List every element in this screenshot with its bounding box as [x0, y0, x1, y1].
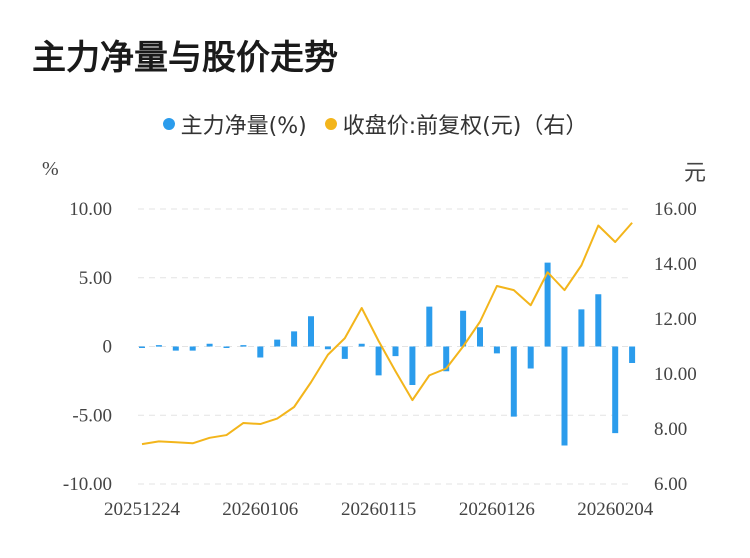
x-tick-label: 20260126: [459, 499, 535, 520]
right-tick-label: 14.00: [654, 254, 697, 275]
right-tick-label: 12.00: [654, 309, 697, 330]
left-tick-label: 0: [103, 337, 113, 358]
close-price-line: [141, 222, 633, 446]
bar: [595, 294, 602, 347]
left-tick-label: 10.00: [69, 199, 112, 220]
bar: [375, 346, 382, 376]
bar: [206, 343, 213, 347]
legend: 主力净量(%) 收盘价:前复权(元)（右）: [0, 108, 750, 140]
bar: [561, 346, 568, 446]
bar: [324, 346, 331, 350]
bar: [358, 343, 365, 347]
bar: [578, 309, 585, 347]
x-tick-label: 20260115: [341, 499, 416, 520]
x-tick-label: 20260106: [222, 499, 298, 520]
bar: [223, 346, 230, 348]
legend-label-net-flow: 主力净量(%): [180, 114, 307, 139]
bar: [189, 346, 196, 351]
left-tick-label: -10.00: [63, 474, 112, 495]
bar: [172, 346, 179, 351]
bar: [460, 310, 467, 347]
right-tick-label: 6.00: [654, 474, 687, 495]
right-tick-label: 10.00: [654, 364, 697, 385]
left-axis-unit: %: [42, 158, 59, 180]
bar: [510, 346, 517, 417]
bar: [612, 346, 619, 434]
left-tick-label: -5.00: [72, 405, 112, 426]
bar: [493, 346, 500, 354]
bar: [139, 346, 145, 348]
bar: [443, 346, 450, 372]
right-tick-label: 16.00: [654, 199, 697, 220]
bar: [629, 346, 636, 363]
right-tick-label: 8.00: [654, 419, 687, 440]
legend-item-net-flow[interactable]: 主力净量(%): [162, 108, 307, 140]
chart-title: 主力净量与股价走势: [32, 38, 338, 78]
legend-dot-net-flow: [162, 118, 175, 130]
bar: [240, 345, 247, 347]
bar: [155, 345, 162, 347]
legend-dot-close-price: [324, 118, 337, 130]
bar: [426, 306, 433, 347]
bar: [477, 327, 483, 347]
bar: [392, 346, 399, 357]
bar: [527, 346, 534, 369]
legend-label-close-price: 收盘价:前复权(元)（右）: [342, 114, 588, 139]
left-tick-label: 5.00: [79, 268, 112, 289]
bar: [308, 316, 314, 347]
x-tick-label: 20251224: [104, 499, 181, 520]
bar: [274, 339, 281, 347]
bar: [409, 346, 416, 385]
bar: [544, 262, 551, 347]
right-axis-unit: 元: [684, 161, 707, 186]
x-tick-label: 20260204: [577, 499, 654, 520]
bar: [341, 346, 348, 359]
bar: [257, 346, 264, 358]
legend-item-close-price[interactable]: 收盘价:前复权(元)（右）: [324, 108, 588, 140]
bar: [291, 331, 298, 347]
